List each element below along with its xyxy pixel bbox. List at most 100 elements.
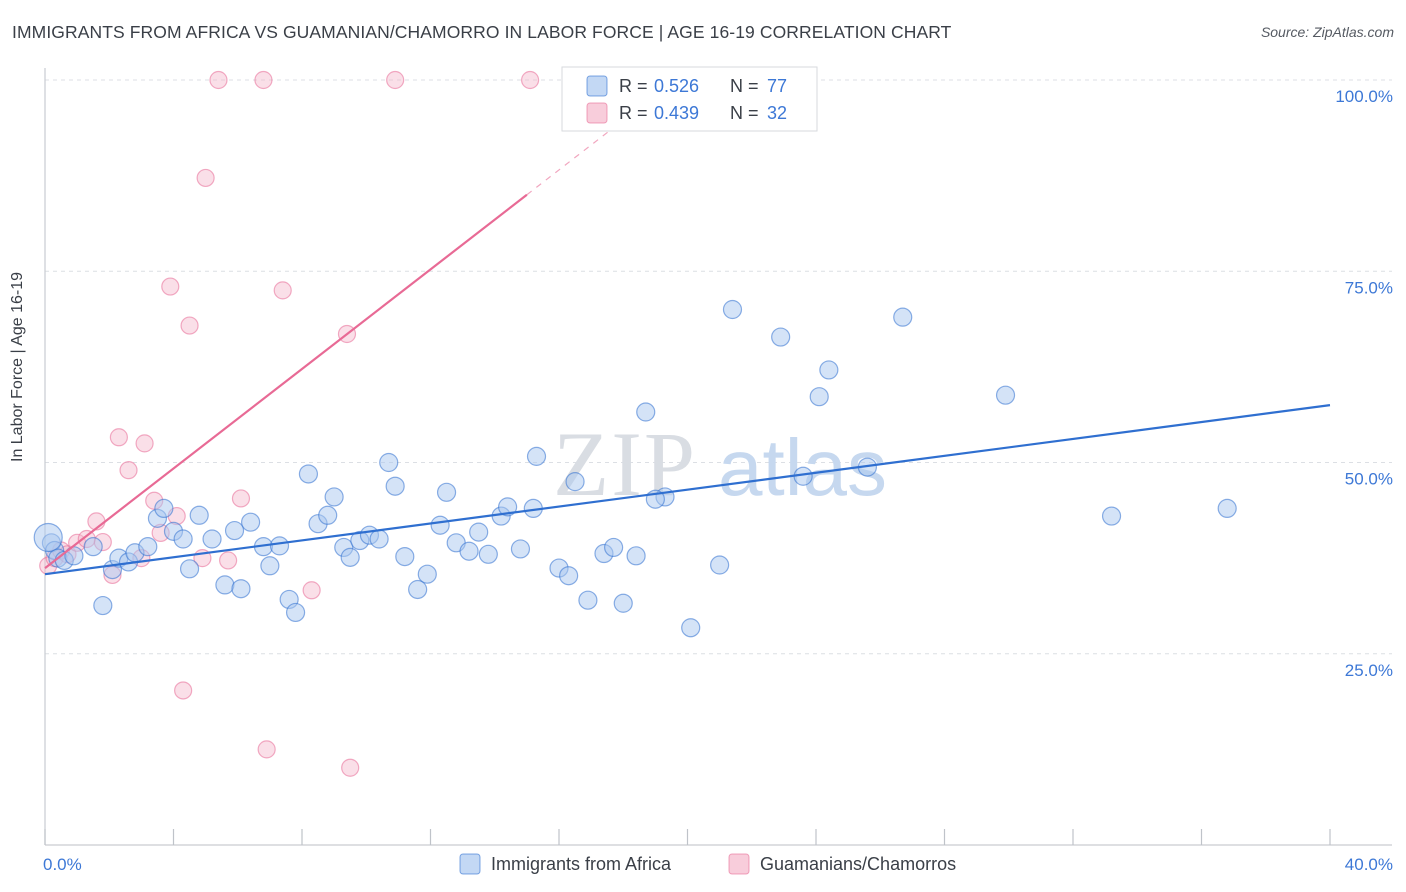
point-guamanian (174, 681, 193, 700)
y-tick-label: 50.0% (1345, 470, 1393, 489)
legend-r-label: R = (619, 76, 648, 96)
correlation-legend: R = 0.526 N = 77 R = 0.439 N = 32 (561, 66, 818, 132)
axes: 25.0% 50.0% 75.0% 100.0% 0.0% 40.0% (43, 68, 1393, 874)
point-guamanian (254, 70, 273, 90)
point-africa (430, 515, 450, 535)
y-tick-label: 75.0% (1345, 278, 1393, 297)
x-tick-label: 0.0% (43, 855, 82, 874)
point-africa (33, 522, 63, 553)
chart-title: IMMIGRANTS FROM AFRICA VS GUAMANIAN/CHAM… (12, 22, 952, 42)
legend-n-label: N = (730, 76, 759, 96)
x-tick-label: 40.0% (1345, 855, 1393, 874)
point-africa (202, 529, 222, 549)
point-africa (436, 482, 457, 502)
point-africa (498, 497, 518, 517)
point-africa (1101, 506, 1122, 526)
point-africa (83, 537, 103, 557)
point-guamanian (386, 70, 405, 90)
trend-line-africa (44, 404, 1331, 576)
point-africa (298, 464, 319, 484)
point-africa (819, 360, 839, 380)
point-africa (578, 590, 598, 610)
point-africa (681, 618, 701, 638)
point-africa (771, 327, 791, 347)
point-guamanian (109, 428, 128, 447)
point-africa (260, 556, 280, 576)
point-africa (893, 307, 913, 327)
legend-n-value: 32 (767, 103, 787, 123)
point-guamanian (196, 168, 215, 188)
legend-n-label: N = (730, 103, 759, 123)
point-africa (154, 498, 174, 518)
point-guamanian (180, 316, 199, 335)
point-guamanian (302, 581, 321, 600)
point-africa (636, 402, 656, 422)
series-legend: Immigrants from Africa Guamanians/Chamorr… (459, 853, 956, 875)
point-guamanian (161, 277, 180, 296)
legend-r-value: 0.526 (654, 76, 699, 96)
point-guamanian (520, 70, 540, 90)
point-africa (189, 505, 209, 525)
point-africa (995, 385, 1016, 405)
data-points (33, 70, 1237, 777)
y-tick-label: 100.0% (1335, 87, 1393, 106)
source-credit: Source: ZipAtlas.com (1260, 24, 1394, 40)
watermark-zip: ZIP (553, 413, 697, 515)
series-legend-label: Guamanians/Chamorros (760, 854, 956, 874)
legend-r-label: R = (619, 103, 648, 123)
trend-line-guamanian (44, 193, 528, 569)
point-africa (469, 522, 489, 542)
point-guamanian (219, 551, 238, 570)
point-guamanian (209, 70, 228, 90)
point-guamanian (273, 281, 292, 300)
point-africa (1217, 498, 1237, 518)
point-africa (379, 452, 399, 473)
point-africa (809, 387, 829, 407)
point-africa (179, 559, 200, 579)
point-africa (559, 566, 579, 586)
point-africa (408, 579, 428, 600)
legend-r-value: 0.439 (654, 103, 699, 123)
legend-swatch (586, 102, 608, 124)
point-africa (526, 446, 547, 466)
series-legend-swatch (459, 853, 481, 875)
point-africa (269, 536, 290, 556)
point-guamanian (341, 758, 360, 777)
point-guamanian (257, 740, 276, 759)
point-africa (285, 602, 306, 623)
point-africa (722, 299, 743, 320)
point-africa (478, 544, 498, 564)
point-africa (324, 487, 344, 507)
point-africa (385, 476, 405, 496)
point-africa (369, 529, 389, 549)
point-africa (710, 555, 730, 575)
point-africa (626, 546, 646, 566)
point-africa (340, 547, 360, 567)
point-africa (215, 575, 235, 595)
point-africa (565, 472, 585, 492)
point-africa (138, 537, 158, 557)
point-africa (459, 541, 479, 561)
legend-n-value: 77 (767, 76, 787, 96)
point-africa (510, 539, 531, 559)
point-guamanian (231, 489, 251, 508)
point-africa (231, 579, 251, 599)
point-africa (93, 595, 113, 616)
point-africa (318, 505, 338, 525)
point-africa (241, 512, 261, 532)
y-axis-label: In Labor Force | Age 16-19 (9, 271, 26, 462)
point-africa (604, 537, 624, 558)
point-africa (613, 593, 633, 613)
point-guamanian (135, 434, 154, 453)
series-legend-label: Immigrants from Africa (491, 854, 672, 874)
legend-swatch (586, 75, 608, 97)
point-africa (417, 564, 437, 584)
series-legend-swatch (728, 853, 750, 875)
gridlines (45, 79, 1392, 655)
point-africa (395, 546, 415, 567)
point-africa (224, 520, 245, 541)
point-africa (173, 529, 193, 549)
y-tick-label: 25.0% (1345, 661, 1393, 680)
point-guamanian (119, 461, 138, 480)
